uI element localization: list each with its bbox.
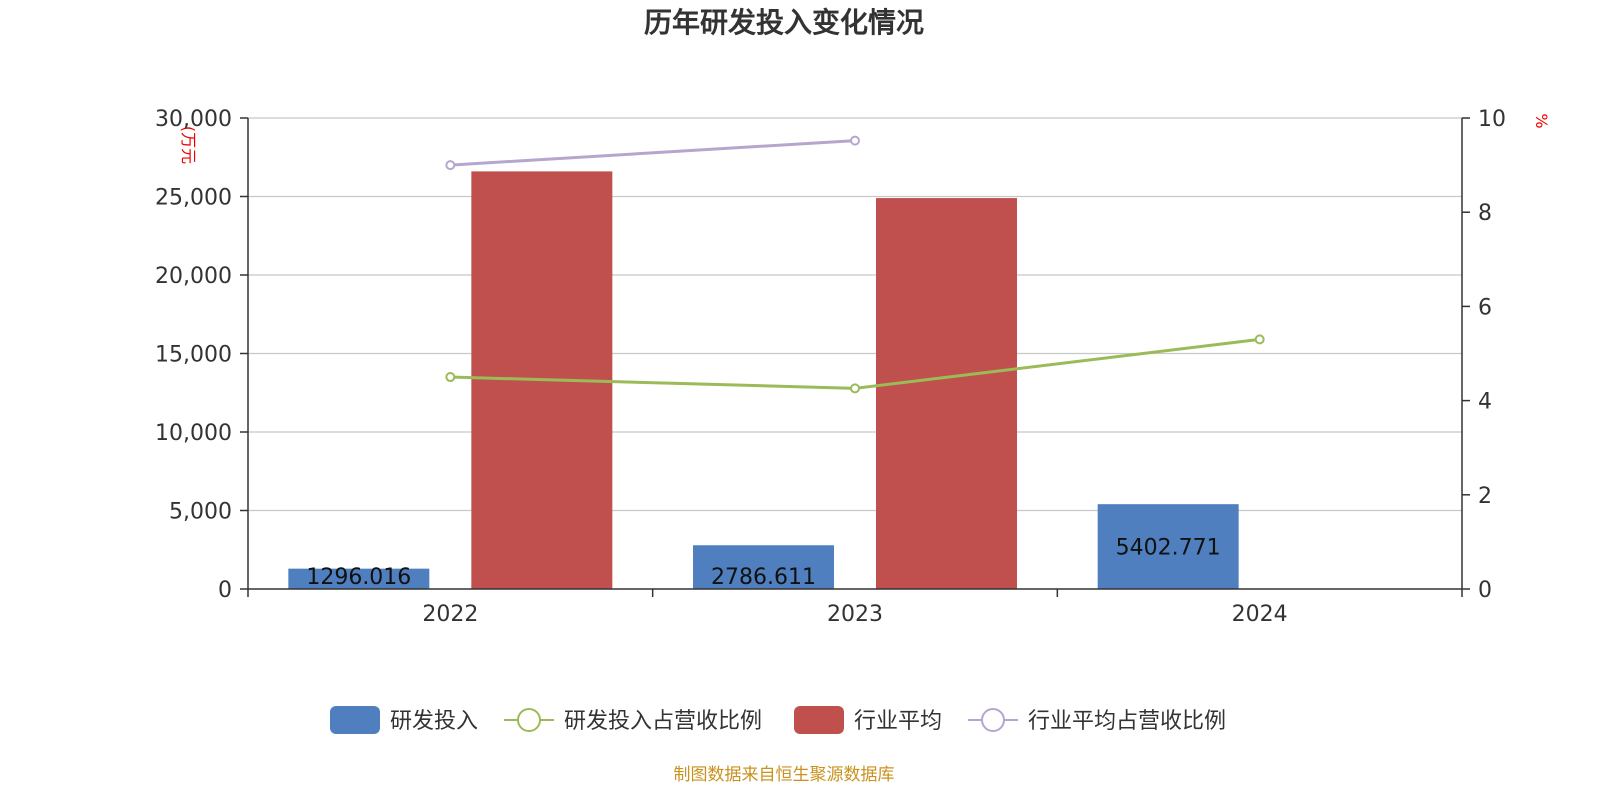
bar: [288, 568, 430, 589]
data-source: 制图数据来自恒生聚源数据库: [674, 765, 895, 785]
right-axis-unit: %: [1532, 113, 1551, 128]
bar: [693, 545, 834, 589]
legend-label: 研发投入占营收比例: [564, 709, 762, 734]
line-point: [850, 383, 860, 394]
bar: [1097, 504, 1239, 589]
right-axis-tick-label: 8: [1478, 201, 1492, 226]
legend: 研发投入 研发投入占营收比例 行业平均 行业平均占营收比例: [330, 706, 1226, 734]
line-point: [850, 135, 860, 146]
left-axis-tick-label: 20,000: [155, 264, 232, 289]
legend-swatch: [794, 706, 844, 734]
legend-label: 行业平均: [854, 709, 942, 734]
line-point: [1254, 334, 1265, 345]
left-axis-tick-label: 15,000: [155, 343, 232, 368]
left-axis-tick-label: 5,000: [169, 500, 232, 525]
x-axis-tick-label: 2024: [1232, 602, 1288, 627]
left-axis-tick-label: 0: [218, 578, 232, 603]
legend-label: 行业平均占营收比例: [1028, 709, 1226, 734]
line-point: [445, 372, 456, 383]
left-axis-tick-label: 25,000: [155, 186, 232, 211]
bar-data-label: 5402.771: [1116, 536, 1221, 561]
legend-swatch: [330, 706, 380, 734]
left-axis-unit: (万元: [179, 126, 198, 164]
bars: 1296.016 2786.611 5402.771: [288, 171, 1239, 590]
right-axis-tick-label: 4: [1478, 390, 1492, 415]
right-axis-tick-label: 10: [1478, 107, 1506, 132]
bar-data-label: 1296.016: [306, 565, 411, 590]
legend-marker: [517, 708, 541, 732]
bar: [876, 198, 1017, 589]
left-axis-tick-label: 30,000: [155, 107, 232, 132]
legend-marker: [981, 708, 1005, 732]
right-axis-tick-label: 2: [1478, 484, 1492, 509]
lines: [445, 135, 1265, 394]
left-axis-tick-label: 10,000: [155, 421, 232, 446]
axes: 0 5,000 10,000 15,000 20,000 25,000 30,000 0 2 4 6…: [155, 107, 1506, 627]
right-axis-tick-label: 6: [1478, 295, 1492, 320]
series-line: [450, 139, 856, 167]
right-axis-tick-label: 0: [1478, 578, 1492, 603]
chart-title: 历年研发投入变化情况: [644, 6, 924, 39]
x-axis-tick-label: 2022: [422, 602, 478, 627]
bar-data-label: 2786.611: [711, 565, 816, 590]
gridlines: [248, 117, 1462, 512]
x-axis-tick-label: 2023: [827, 602, 883, 627]
legend-label: 研发投入: [390, 709, 478, 734]
line-point: [445, 160, 456, 171]
